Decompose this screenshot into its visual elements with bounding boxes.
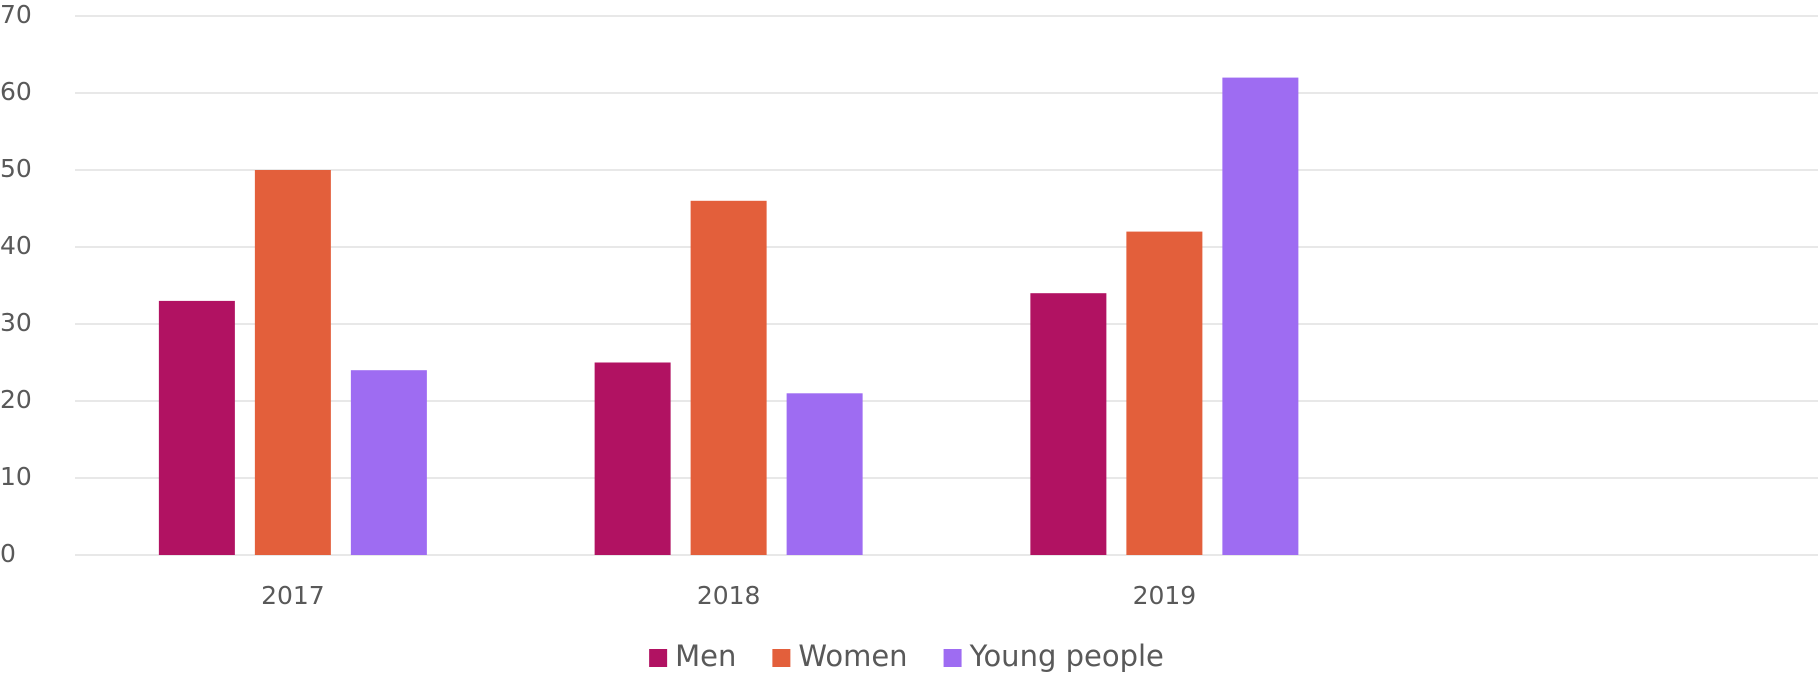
bar — [594, 362, 671, 555]
y-tick-label: 70 — [0, 0, 32, 29]
y-tick-label: 40 — [0, 231, 32, 260]
y-tick-label: 30 — [0, 308, 32, 337]
legend-label: Men — [675, 639, 736, 673]
y-tick-label: 0 — [0, 539, 16, 568]
legend-label: Women — [798, 639, 907, 673]
bar — [350, 370, 427, 555]
bar — [1126, 231, 1203, 555]
bar — [690, 200, 767, 556]
legend-label: Young people — [969, 639, 1164, 673]
y-tick-label: 50 — [0, 154, 32, 183]
bar — [786, 393, 863, 555]
bar — [158, 300, 235, 555]
bar — [1222, 77, 1299, 555]
bar — [1030, 293, 1107, 555]
x-tick-label: 2019 — [1133, 581, 1197, 610]
y-tick-label: 10 — [0, 462, 32, 491]
y-tick-label: 20 — [0, 385, 32, 414]
x-tick-label: 2017 — [261, 581, 325, 610]
legend-swatch — [943, 649, 962, 667]
x-tick-label: 2018 — [697, 581, 761, 610]
y-tick-label: 60 — [0, 77, 32, 106]
bar — [254, 170, 331, 555]
legend-swatch — [772, 649, 791, 667]
legend-swatch — [649, 649, 668, 667]
